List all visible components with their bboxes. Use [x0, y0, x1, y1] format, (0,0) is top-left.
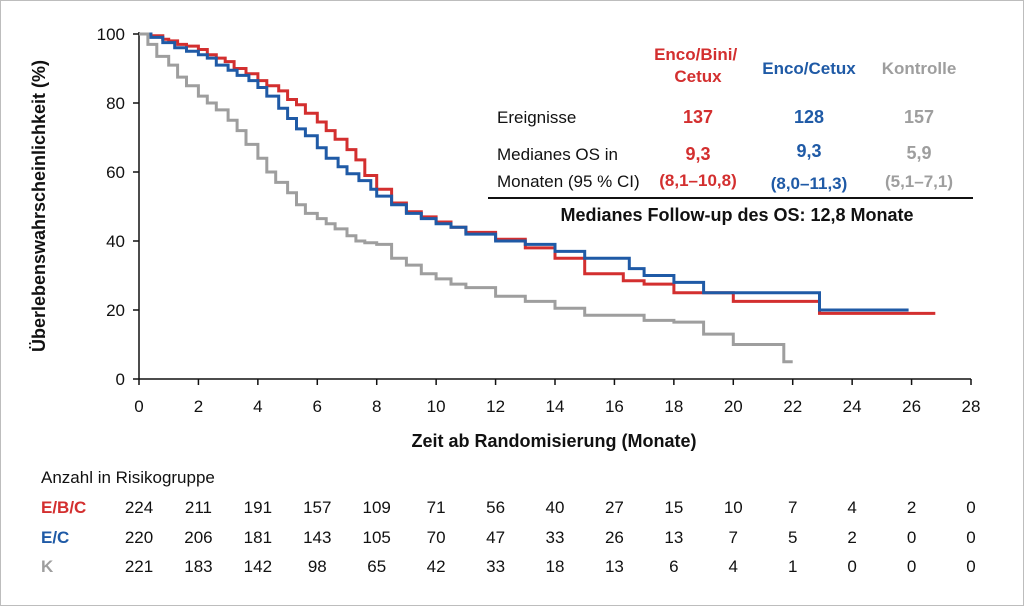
risk-cell: 109	[363, 498, 391, 517]
risk-cell: 206	[184, 528, 212, 547]
risk-cell: 157	[303, 498, 331, 517]
legend-table: Enco/Bini/ Cetux Enco/Cetux Kontrolle Er…	[488, 45, 973, 225]
risk-cell: 15	[664, 498, 683, 517]
legend-ci-k: (5,1–7,1)	[885, 172, 953, 191]
risk-cell: 220	[125, 528, 153, 547]
x-tick-label: 22	[783, 397, 802, 416]
legend-median-label-2: Monaten (95 % CI)	[497, 172, 640, 191]
risk-table-title: Anzahl in Risikogruppe	[41, 468, 215, 487]
risk-cell: 27	[605, 498, 624, 517]
risk-row-label: E/C	[41, 528, 69, 547]
risk-cell: 6	[669, 557, 678, 576]
y-tick-label: 20	[106, 301, 125, 320]
risk-cell: 105	[363, 528, 391, 547]
y-tick-labels: 0 20 40 60 80 100	[97, 25, 139, 389]
legend-events-k: 157	[904, 107, 934, 127]
y-tick-label: 100	[97, 25, 125, 44]
legend-ci-ebc: (8,1–10,8)	[659, 171, 737, 190]
legend-median-ebc: 9,3	[685, 144, 710, 164]
risk-cell: 191	[244, 498, 272, 517]
y-tick-label: 0	[116, 370, 125, 389]
risk-cell: 0	[907, 557, 916, 576]
risk-cell: 7	[788, 498, 797, 517]
survival-curves	[139, 32, 936, 364]
x-tick-label: 18	[664, 397, 683, 416]
risk-row-label: K	[41, 557, 54, 576]
risk-cell: 0	[966, 528, 975, 547]
risk-cell: 181	[244, 528, 272, 547]
x-tick-label: 20	[724, 397, 743, 416]
risk-cell: 211	[185, 498, 212, 517]
x-tick-label: 12	[486, 397, 505, 416]
risk-cell: 0	[966, 498, 975, 517]
x-tick-label: 14	[546, 397, 565, 416]
risk-cell: 13	[664, 528, 683, 547]
risk-cell: 4	[729, 557, 738, 576]
risk-cell: 4	[847, 498, 856, 517]
legend-events-label: Ereignisse	[497, 108, 576, 127]
risk-cell: 42	[427, 557, 446, 576]
x-tick-label: 2	[194, 397, 203, 416]
x-tick-label: 0	[134, 397, 143, 416]
legend-header-enco-bini-cetux: Enco/Bini/ Cetux	[654, 45, 742, 86]
series-line-k	[139, 32, 793, 364]
risk-cell: 0	[847, 557, 856, 576]
x-tick-label: 6	[313, 397, 322, 416]
y-axis-title: Überlebenswahrscheinlichkeit (%)	[29, 60, 49, 352]
risk-cell: 71	[427, 498, 446, 517]
legend-events-ec: 128	[794, 107, 824, 127]
risk-cell: 7	[729, 528, 738, 547]
legend-events-ebc: 137	[683, 107, 713, 127]
x-tick-label: 8	[372, 397, 381, 416]
risk-cell: 224	[125, 498, 153, 517]
legend-median-label-1: Medianes OS in	[497, 145, 618, 164]
y-tick-label: 40	[106, 232, 125, 251]
y-tick-label: 60	[106, 163, 125, 182]
risk-cell: 13	[605, 557, 624, 576]
risk-cell: 98	[308, 557, 327, 576]
x-tick-labels: 0 2 4 6 8 10 12 14 16 18 20 22 24 26 28	[134, 379, 980, 416]
x-tick-label: 28	[962, 397, 981, 416]
risk-cell: 18	[546, 557, 565, 576]
x-tick-label: 24	[843, 397, 862, 416]
risk-row-label: E/B/C	[41, 498, 86, 517]
legend-median-ec: 9,3	[796, 141, 821, 161]
risk-cell: 10	[724, 498, 743, 517]
x-axis-title: Zeit ab Randomisierung (Monate)	[411, 431, 696, 451]
risk-cell: 47	[486, 528, 505, 547]
risk-cell: 221	[125, 557, 153, 576]
risk-cell: 56	[486, 498, 505, 517]
legend-header-kontrolle: Kontrolle	[882, 59, 957, 78]
legend-ci-ec: (8,0–11,3)	[771, 174, 848, 193]
risk-cell: 26	[605, 528, 624, 547]
risk-cell: 33	[486, 557, 505, 576]
legend-followup: Medianes Follow-up des OS: 12,8 Monate	[560, 205, 913, 225]
risk-cell: 2	[847, 528, 856, 547]
x-tick-label: 26	[902, 397, 921, 416]
series-line-ec	[139, 32, 909, 312]
x-tick-label: 10	[427, 397, 446, 416]
risk-cell: 183	[184, 557, 212, 576]
y-tick-label: 80	[106, 94, 125, 113]
risk-cell: 70	[427, 528, 446, 547]
risk-cell: 5	[788, 528, 797, 547]
x-tick-label: 16	[605, 397, 624, 416]
risk-cell: 65	[367, 557, 386, 576]
risk-cell: 0	[907, 528, 916, 547]
x-tick-label: 4	[253, 397, 262, 416]
legend-median-k: 5,9	[906, 143, 931, 163]
risk-cell: 2	[907, 498, 916, 517]
risk-table: E/B/C 224 211 191 157 109 71 56 40 27 15 10 7 4 2 0E/C 2…	[41, 498, 976, 576]
risk-cell: 1	[788, 557, 797, 576]
legend-header-enco-cetux: Enco/Cetux	[762, 59, 856, 78]
risk-cell: 0	[966, 557, 975, 576]
risk-cell: 40	[546, 498, 565, 517]
risk-cell: 143	[303, 528, 331, 547]
risk-cell: 33	[546, 528, 565, 547]
risk-cell: 142	[244, 557, 272, 576]
